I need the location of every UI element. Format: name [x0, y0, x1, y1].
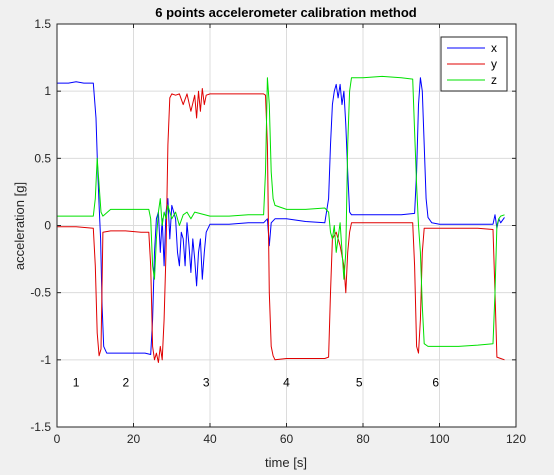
y-tick-label: -1.5: [30, 420, 51, 434]
y-tick-label: -1: [40, 353, 51, 367]
y-axis-label: acceleration [g]: [12, 182, 27, 270]
series-line-y: [57, 88, 505, 363]
x-tick-label: 80: [356, 432, 370, 446]
x-tick-label: 120: [506, 432, 526, 446]
y-tick-label: 1.5: [34, 17, 51, 31]
segment-label: 6: [432, 376, 439, 390]
legend-label-z: z: [491, 73, 497, 87]
annotations: 1 2 3 4 5 6: [73, 376, 440, 390]
segment-label: 2: [123, 376, 130, 390]
y-tick-label: 0: [44, 219, 51, 233]
legend-label-x: x: [491, 41, 497, 55]
data-lines: [57, 75, 505, 363]
x-tick-label: 60: [280, 432, 294, 446]
legend: xyz: [440, 36, 508, 92]
segment-label: 5: [356, 376, 363, 390]
series-line-z: [57, 75, 505, 347]
segment-label: 1: [73, 376, 80, 390]
segment-label: 4: [283, 376, 290, 390]
y-tick-label: 0.5: [34, 151, 51, 165]
x-tick-label: 100: [429, 432, 449, 446]
segment-label: 3: [203, 376, 210, 390]
chart-title: 6 points accelerometer calibration metho…: [155, 5, 417, 20]
x-tick-label: 0: [54, 432, 61, 446]
series-line-x: [57, 77, 505, 355]
x-tick-label: 40: [203, 432, 217, 446]
y-tick-label: -0.5: [30, 286, 51, 300]
axis-ticks: 0 20 40 60 80 100 120 -1.5 -1 -0.5 0 0.5 1 1.5: [30, 17, 526, 446]
y-tick-label: 1: [44, 84, 51, 98]
x-tick-label: 20: [127, 432, 141, 446]
legend-label-y: y: [491, 57, 497, 71]
x-axis-label: time [s]: [265, 455, 307, 470]
